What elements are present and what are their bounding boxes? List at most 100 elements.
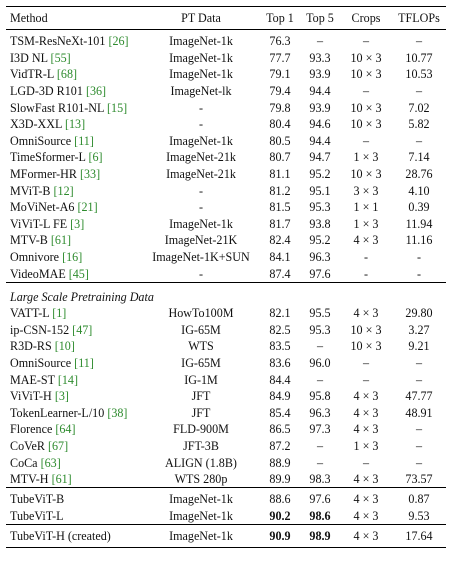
citation-link[interactable]: [1]	[52, 306, 67, 321]
table-row: MFormer-HR [33] ImageNet-21k 81.1 95.2 10 × …	[6, 166, 446, 183]
tflops-cell: 9.53	[408, 508, 430, 523]
pt-data-cell: -	[198, 117, 204, 132]
top5-cell: 95.8	[309, 389, 331, 404]
tflops-cell: –	[415, 355, 423, 370]
table-row: VATT-L [1] HowTo100M 82.1 95.5 4 × 3 29.80	[6, 305, 446, 322]
top5-cell: 95.3	[309, 322, 331, 337]
top1-cell: 77.7	[269, 50, 291, 65]
top5-cell: 98.9	[300, 524, 340, 549]
results-table: Method PT Data Top 1 Top 5 Crops TFLOPs …	[6, 6, 446, 549]
top1-cell: 90.9	[260, 524, 300, 549]
citation-link[interactable]: [3]	[70, 216, 85, 231]
citation-link[interactable]: [16]	[62, 250, 83, 265]
pt-data-cell: ImageNet-21k	[166, 167, 236, 182]
method-cell: MTV-B [61]	[6, 232, 142, 249]
crops-cell: 10 × 3	[350, 339, 382, 354]
table-row: Omnivore [16] ImageNet-1K+SUN 84.1 96.3 - -	[6, 249, 446, 266]
method-name: TubeViT-H (created)	[10, 529, 111, 544]
citation-link[interactable]: [26]	[108, 34, 129, 49]
top1-cell: 76.3	[269, 34, 291, 49]
pt-data-cell: IG-65M	[181, 322, 221, 337]
citation-link[interactable]: [61]	[51, 472, 72, 487]
header-crops: Crops	[340, 6, 392, 30]
tflops-cell: 11.16	[405, 233, 433, 248]
method-name: VATT-L	[10, 306, 50, 321]
citation-link[interactable]: [55]	[50, 50, 71, 65]
pt-data-cell: FLD-900M	[173, 422, 229, 437]
section-label: Large Scale Pretraining Data	[6, 281, 446, 305]
citation-link[interactable]: [13]	[64, 117, 86, 132]
pt-data-cell: ImageNet-lk	[170, 84, 232, 99]
pt-data-cell: IG-1M	[184, 372, 218, 387]
pt-data-cell: ImageNet-21k	[166, 150, 236, 165]
pt-data-cell: ImageNet-1k	[169, 508, 233, 523]
tflops-cell: 9.21	[408, 339, 430, 354]
crops-cell: 1 × 3	[353, 438, 379, 453]
top5-cell: 97.6	[309, 266, 331, 281]
top5-cell: 96.3	[309, 250, 331, 265]
method-name: CoCa	[10, 455, 38, 470]
top1-cell: 81.7	[269, 216, 291, 231]
results-table-container: Method PT Data Top 1 Top 5 Crops TFLOPs …	[6, 6, 446, 549]
citation-link[interactable]: [14]	[57, 372, 78, 387]
top5-cell: 95.2	[309, 167, 331, 182]
pt-data-cell: -	[198, 183, 204, 198]
crops-cell: –	[362, 34, 370, 49]
citation-link[interactable]: [11]	[74, 355, 94, 370]
citation-link[interactable]: [47]	[72, 322, 93, 337]
crops-cell: 10 × 3	[350, 167, 382, 182]
citation-link[interactable]: [61]	[50, 233, 72, 248]
citation-link[interactable]: [33]	[79, 167, 101, 182]
top5-cell: 94.4	[309, 133, 331, 148]
method-name: X3D-XXL	[10, 117, 62, 132]
citation-link[interactable]: [6]	[88, 150, 103, 165]
top5-cell: 96.3	[309, 405, 331, 420]
citation-link[interactable]: [68]	[56, 67, 78, 82]
crops-cell: 1 × 3	[353, 150, 379, 165]
citation-link[interactable]: [12]	[53, 183, 74, 198]
method-name: ViViT-L FE	[10, 216, 68, 231]
method-name: MTV-B	[10, 233, 48, 248]
citation-link[interactable]: [3]	[54, 389, 69, 404]
method-name: TSM-ResNeXt-101	[10, 34, 106, 49]
top1-cell: 82.5	[269, 322, 291, 337]
citation-link[interactable]: [10]	[54, 339, 75, 354]
method-name: I3D NL	[10, 50, 48, 65]
citation-link[interactable]: [38]	[107, 405, 128, 420]
citation-link[interactable]: [64]	[55, 422, 76, 437]
section-row: Large Scale Pretraining Data	[6, 281, 446, 305]
top1-cell: 80.5	[269, 133, 291, 148]
citation-link[interactable]: [36]	[85, 84, 107, 99]
citation-link[interactable]: [21]	[77, 200, 98, 215]
crops-cell: –	[362, 133, 370, 148]
crops-cell: -	[363, 266, 369, 281]
top5-cell: 95.2	[309, 233, 331, 248]
tflops-cell: -	[416, 250, 422, 265]
table-row: ViViT-L FE [3] ImageNet-1k 81.7 93.8 1 × 3 11…	[6, 216, 446, 233]
tflops-cell: –	[415, 455, 423, 470]
table-row: I3D NL [55] ImageNet-1k 77.7 93.3 10 × 3 10.7…	[6, 50, 446, 67]
citation-link[interactable]: [63]	[40, 455, 61, 470]
header-row: Method PT Data Top 1 Top 5 Crops TFLOPs	[6, 6, 446, 30]
crops-cell: 1 × 1	[353, 200, 379, 215]
citation-link[interactable]: [11]	[74, 133, 94, 148]
citation-link[interactable]: [45]	[68, 266, 89, 281]
method-name: LGD-3D R101	[10, 84, 83, 99]
table-row: MViT-B [12] - 81.2 95.1 3 × 3 4.10	[6, 182, 446, 199]
top1-cell: 81.1	[269, 167, 291, 182]
top5-cell: 93.9	[309, 67, 331, 82]
method-cell: OmniSource [11]	[6, 355, 142, 372]
tflops-cell: 73.57	[405, 472, 433, 487]
method-cell: Florence [64]	[6, 421, 142, 438]
top1-cell: 82.4	[269, 233, 291, 248]
table-row: X3D-XXL [13] - 80.4 94.6 10 × 3 5.82	[6, 116, 446, 133]
top1-cell: 84.1	[269, 250, 291, 265]
citation-link[interactable]: [67]	[47, 438, 69, 453]
tflops-cell: –	[415, 34, 423, 49]
method-name: MFormer-HR	[10, 167, 77, 182]
crops-cell: 4 × 3	[353, 405, 379, 420]
method-name: CoVeR	[10, 438, 45, 453]
method-cell: Omnivore [16]	[6, 249, 142, 266]
method-name: ip-CSN-152	[10, 322, 70, 337]
citation-link[interactable]: [15]	[107, 100, 128, 115]
